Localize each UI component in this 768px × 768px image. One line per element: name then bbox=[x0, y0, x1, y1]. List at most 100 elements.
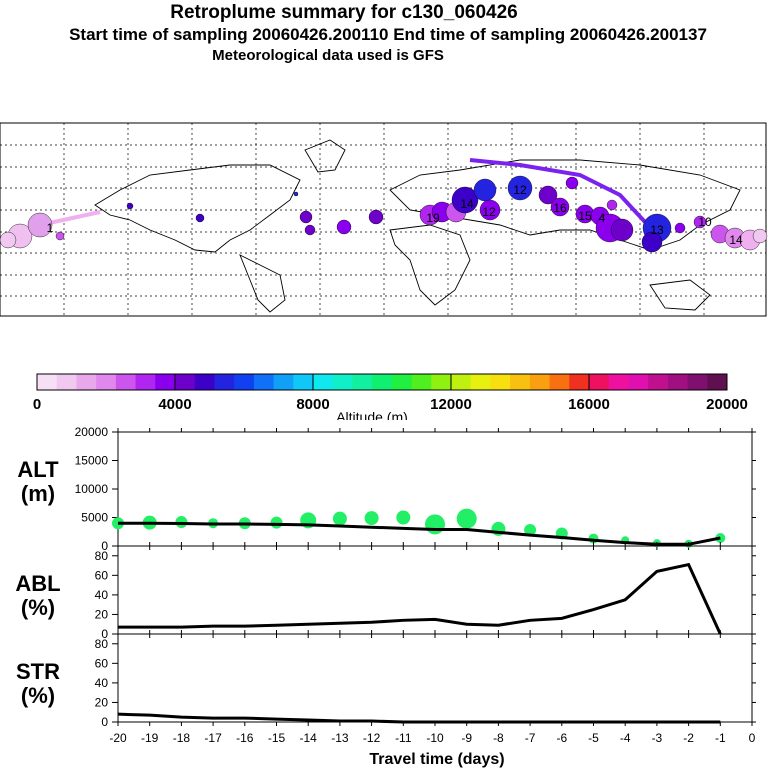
y-tick-label: 20 bbox=[95, 695, 109, 709]
colorbar-cell bbox=[253, 374, 275, 390]
colorbar-cell bbox=[56, 374, 77, 390]
colorbar-cell bbox=[155, 374, 176, 390]
colorbar-cell bbox=[352, 374, 373, 390]
altitude-cluster-point bbox=[300, 512, 317, 529]
x-tick-label: -11 bbox=[395, 731, 412, 745]
altitude-colorbar: 0 4000 8000 12000 16000 20000 Altitude (m) bbox=[33, 373, 748, 420]
colorbar-cell bbox=[411, 374, 432, 390]
x-tick-label: -8 bbox=[493, 731, 504, 745]
colorbar-label: Altitude (m) bbox=[336, 409, 408, 420]
colorbar-tick-label: 4000 bbox=[158, 396, 191, 413]
altitude-cluster-point bbox=[175, 516, 188, 529]
colorbar-cell bbox=[194, 374, 215, 390]
trajectory-label: 1 bbox=[47, 221, 54, 235]
y-tick-label: 5000 bbox=[81, 511, 108, 525]
trajectory-cluster-dot bbox=[693, 215, 707, 229]
altitude-cluster-point bbox=[491, 521, 506, 536]
trajectory-cluster-dot bbox=[368, 209, 384, 225]
altitude-cluster-point bbox=[652, 539, 661, 548]
y-tick-label: 60 bbox=[95, 656, 109, 670]
y-axis-label: STR bbox=[16, 659, 60, 684]
altitude-cluster-point bbox=[396, 510, 411, 525]
series-line bbox=[118, 521, 721, 546]
trajectory-label: 13 bbox=[650, 223, 664, 237]
trajectory-cluster-dot bbox=[336, 219, 352, 235]
y-axis-label: ABL bbox=[15, 571, 60, 596]
altitude-cluster-point bbox=[555, 527, 568, 540]
y-axis-label: (m) bbox=[21, 481, 55, 506]
trajectory-cluster-dot bbox=[610, 218, 634, 242]
trajectory-cluster-dot bbox=[299, 210, 313, 224]
colorbar-tick-label: 20000 bbox=[706, 396, 748, 413]
x-tick-label: -4 bbox=[620, 731, 631, 745]
colorbar-cell bbox=[628, 374, 649, 390]
trajectory-label: 19 bbox=[426, 211, 440, 225]
trajectory-clusters: 1 14 12 16 15 4 19 12 10 13 14 bbox=[0, 175, 768, 253]
panel-abl: 0 20 40 60 80 ABL(%) bbox=[15, 542, 756, 641]
y-tick-label: 15000 bbox=[75, 454, 109, 468]
trajectory-label: 15 bbox=[578, 209, 592, 223]
y-tick-label: 20000 bbox=[75, 425, 109, 439]
sampling-times: Start time of sampling 20060426.200110 E… bbox=[69, 25, 707, 44]
trajectory-cluster-dot bbox=[0, 231, 17, 249]
x-tick-label: -5 bbox=[588, 731, 599, 745]
colorbar-cell bbox=[431, 374, 452, 390]
colorbar-cell bbox=[214, 374, 235, 390]
colorbar-cell bbox=[549, 374, 570, 390]
colorbar-cell bbox=[451, 374, 472, 390]
colorbar-tick-label: 0 bbox=[33, 396, 41, 413]
x-tick-label: -17 bbox=[204, 731, 222, 745]
x-tick-label: -7 bbox=[525, 731, 536, 745]
x-tick-label: -1 bbox=[715, 731, 726, 745]
colorbar-cell bbox=[76, 374, 97, 390]
x-tick-label: -2 bbox=[683, 731, 694, 745]
altitude-cluster-point bbox=[456, 508, 477, 529]
x-tick-label: -9 bbox=[461, 731, 472, 745]
x-axis-label: Travel time (days) bbox=[369, 751, 504, 768]
colorbar-tick-label: 8000 bbox=[296, 396, 329, 413]
colorbar-cell bbox=[510, 374, 531, 390]
x-tick-label: -13 bbox=[331, 731, 349, 745]
trajectory-cluster-dot bbox=[126, 202, 134, 210]
trajectory-cluster-dot bbox=[479, 199, 501, 221]
series-line bbox=[118, 562, 722, 635]
y-axis-label: ALT bbox=[17, 457, 59, 482]
colorbar-cell bbox=[569, 374, 590, 390]
colorbar-tick-label: 16000 bbox=[568, 396, 610, 413]
y-tick-label: 60 bbox=[95, 568, 109, 582]
colorbar-cell bbox=[273, 374, 294, 390]
trajectory-cluster-dot bbox=[752, 228, 768, 244]
altitude-cluster-point bbox=[112, 517, 124, 530]
trajectory-cluster-dot bbox=[550, 197, 570, 217]
colorbar-cell bbox=[135, 374, 156, 390]
x-tick-label: -12 bbox=[363, 731, 381, 745]
altitude-cluster-point bbox=[715, 533, 726, 544]
trajectory-cluster-dot bbox=[641, 231, 663, 253]
x-tick-label: -10 bbox=[426, 731, 444, 745]
altitude-cluster-point bbox=[332, 511, 347, 526]
series-line bbox=[117, 712, 721, 724]
colorbar-cell bbox=[707, 374, 728, 390]
colorbar-cell bbox=[293, 374, 314, 390]
y-tick-label: 80 bbox=[95, 637, 109, 651]
panel-frame bbox=[117, 633, 753, 723]
x-tick-label: -18 bbox=[173, 731, 191, 745]
trajectory-label: 12 bbox=[513, 183, 527, 197]
colorbar-cell bbox=[648, 374, 669, 390]
colorbar-cell bbox=[313, 374, 334, 390]
panel-frame bbox=[117, 431, 753, 547]
world-map-panel: 1 14 12 16 15 4 19 12 10 13 14 bbox=[0, 122, 768, 317]
trajectory-cluster-dot bbox=[451, 186, 479, 214]
altitude-cluster-point bbox=[621, 536, 630, 545]
y-tick-label: 20 bbox=[95, 607, 109, 621]
trajectory-cluster-dot bbox=[473, 178, 497, 202]
colorbar-cell bbox=[589, 374, 610, 390]
colorbar-cell bbox=[529, 374, 551, 390]
y-tick-label: 0 bbox=[101, 627, 108, 641]
colorbar-tick-label: 12000 bbox=[430, 396, 472, 413]
y-tick-label: 0 bbox=[101, 715, 108, 729]
trajectory-label: 16 bbox=[553, 201, 567, 215]
trajectory-label: 4 bbox=[599, 211, 606, 225]
colorbar-cell bbox=[667, 374, 689, 390]
